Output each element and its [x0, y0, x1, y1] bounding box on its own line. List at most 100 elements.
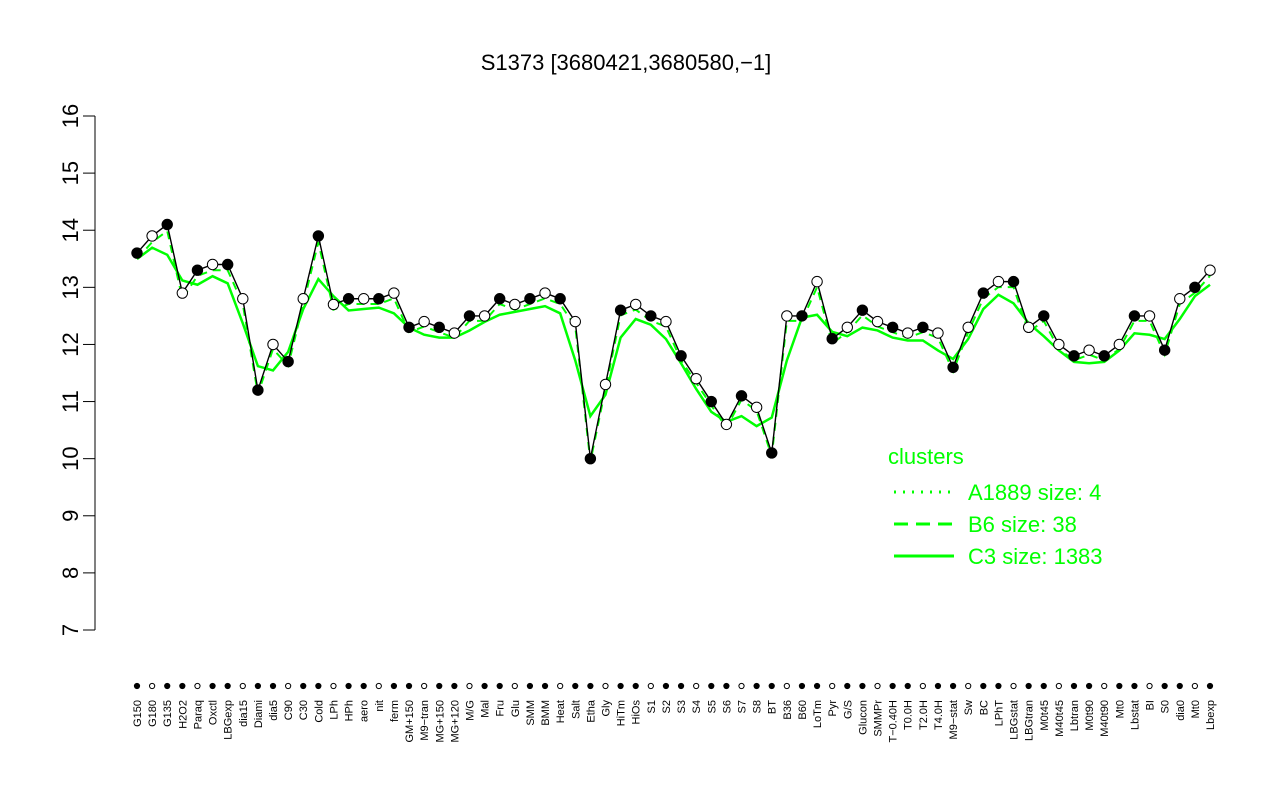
data-point: [917, 321, 929, 334]
x-rug-marker: [1146, 682, 1153, 690]
x-rug-marker: [194, 682, 201, 690]
data-point: [539, 287, 551, 299]
x-tick-label: BT: [767, 700, 779, 714]
x-tick-label: Glucon: [857, 700, 869, 735]
data-point: [237, 293, 249, 305]
data-point: [992, 275, 1005, 288]
x-rug-marker: [1131, 682, 1138, 690]
data-point: [388, 287, 400, 299]
x-rug-marker: [919, 682, 926, 690]
data-point: [342, 293, 355, 305]
x-rug-marker: [526, 682, 534, 690]
x-tick-label: G135: [162, 700, 174, 727]
x-rug-marker: [1101, 682, 1108, 690]
cluster-c3-line: [136, 246, 1211, 428]
x-rug-marker: [783, 682, 790, 690]
x-tick-label: M40t45: [1054, 700, 1066, 737]
data-point: [478, 310, 491, 322]
data-point: [206, 258, 219, 271]
x-tick-label: Lbstat: [1129, 700, 1141, 730]
x-tick-label: Cold: [313, 700, 325, 723]
x-rug-marker: [995, 682, 1002, 690]
x-rug-marker: [844, 682, 851, 690]
data-point: [267, 338, 279, 351]
x-tick-label: Gly: [600, 700, 612, 717]
x-tick-label: Pyr: [827, 700, 839, 717]
x-tick-label: LBGstat: [1009, 700, 1021, 740]
x-tick-label: S8: [752, 700, 764, 713]
data-point: [131, 247, 143, 259]
data-point: [690, 373, 702, 385]
data-point: [645, 310, 657, 322]
x-rug-marker: [904, 682, 911, 690]
data-point: [720, 418, 733, 431]
x-rug-marker: [768, 682, 775, 690]
x-tick-label: Etha: [585, 699, 597, 723]
x-rug-marker: [541, 682, 549, 690]
x-rug-marker: [330, 682, 337, 690]
x-tick-label: T−0.40H: [888, 700, 900, 743]
x-rug-marker: [557, 682, 564, 690]
x-rug-marker: [859, 682, 866, 690]
data-point: [282, 355, 294, 368]
x-tick-label: Sw: [963, 700, 975, 715]
data-point: [357, 293, 370, 305]
y-tick-label: 12: [58, 332, 83, 356]
data-point: [403, 321, 415, 334]
data-point: [554, 293, 566, 305]
x-rug-marker: [1010, 682, 1017, 690]
data-point: [841, 321, 853, 334]
data-point: [735, 390, 748, 402]
x-tick-label: nit: [374, 700, 386, 712]
x-rug-marker: [511, 682, 518, 690]
x-rug-marker: [798, 682, 806, 690]
x-rug-marker: [360, 682, 367, 690]
data-point: [1022, 321, 1035, 334]
data-point: [630, 298, 642, 311]
data-point: [1128, 310, 1141, 322]
x-tick-label: S5: [706, 700, 718, 713]
x-rug-marker: [602, 682, 609, 690]
x-tick-label: Fru: [495, 700, 507, 717]
data-point: [766, 447, 778, 459]
x-rug-marker: [1040, 682, 1047, 690]
x-tick-label: H2O2: [177, 700, 189, 729]
x-tick-label: M40t90: [1099, 700, 1111, 737]
x-rug-marker: [949, 682, 957, 690]
cluster-b6-line: [136, 229, 1211, 462]
x-tick-label: Mt0: [1190, 700, 1202, 718]
data-point: [433, 321, 445, 334]
x-rug-marker: [1085, 682, 1093, 690]
data-point: [524, 293, 536, 305]
x-tick-label: LBGtran: [1024, 700, 1036, 741]
x-tick-label: SMM: [525, 700, 537, 726]
x-rug-marker: [738, 682, 745, 690]
x-tick-label: M9−tran: [419, 700, 431, 741]
data-point: [1204, 264, 1216, 276]
x-rug-marker: [874, 682, 881, 690]
data-point: [826, 333, 838, 345]
x-rug-marker: [965, 682, 972, 690]
legend-entry-label: B6 size: 38: [968, 512, 1077, 537]
x-rug-marker: [662, 682, 670, 690]
x-tick-label: SMMPr: [873, 700, 885, 737]
data-point: [1098, 350, 1110, 362]
legend-entry-label: C3 size: 1383: [968, 544, 1103, 569]
data-point: [977, 287, 990, 299]
x-tick-label: S1: [646, 700, 658, 713]
x-tick-label: Paraq: [192, 700, 204, 729]
x-rug-marker: [300, 682, 307, 690]
data-point: [1068, 350, 1080, 362]
y-tick-label: 14: [58, 218, 83, 242]
x-tick-label: C90: [283, 700, 295, 720]
data-point: [176, 287, 189, 299]
x-rug-marker: [224, 682, 231, 690]
data-point: [796, 310, 808, 322]
data-point: [962, 321, 974, 334]
data-point: [1158, 344, 1171, 356]
data-point: [947, 361, 959, 373]
x-tick-label: C30: [298, 700, 310, 720]
x-tick-label: MG+150: [434, 700, 446, 743]
y-tick-label: 9: [58, 510, 83, 522]
x-rug-marker: [617, 682, 624, 690]
